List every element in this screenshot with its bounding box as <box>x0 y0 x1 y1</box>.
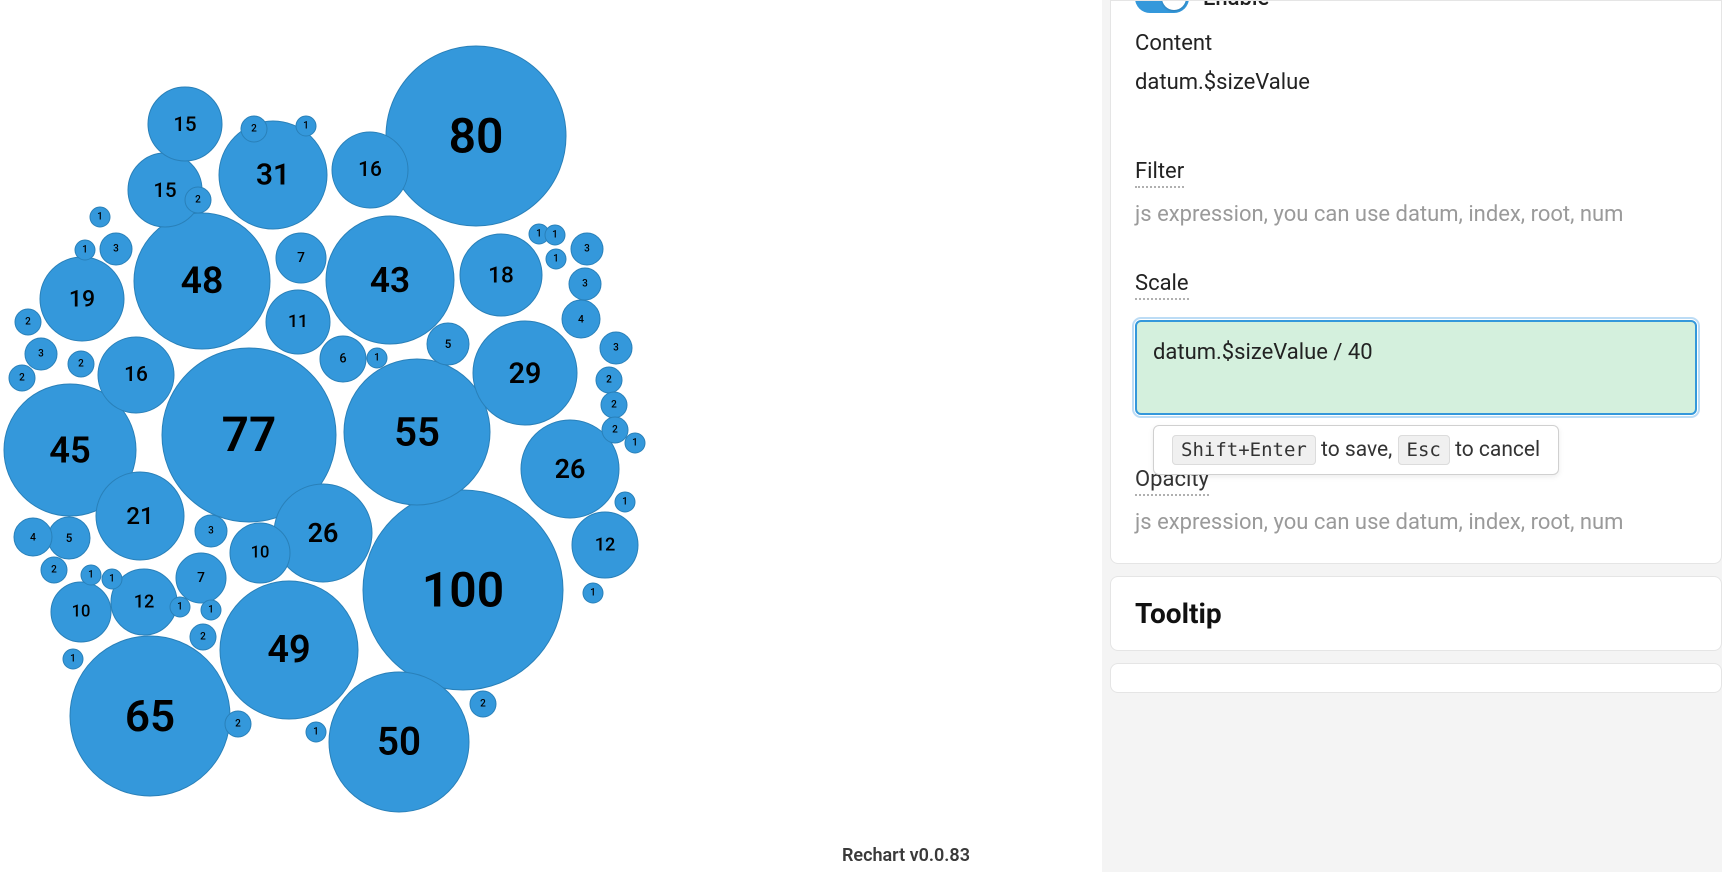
bubble-label: 1 <box>552 230 558 241</box>
shortcut-key-cancel: Esc <box>1398 435 1450 465</box>
bubble-label: 2 <box>25 317 31 328</box>
hint-text-save: to save, <box>1316 438 1398 462</box>
tooltip-section-title: Tooltip <box>1135 597 1697 630</box>
bubble-label: 1 <box>553 254 559 265</box>
bubble-label: 2 <box>480 699 486 710</box>
bubble-label: 1 <box>536 229 542 240</box>
bubble-label: 1 <box>622 497 628 508</box>
bubble-label: 2 <box>606 375 612 386</box>
bubble-label: 2 <box>195 195 201 206</box>
bubble-label: 49 <box>267 628 310 672</box>
editor-hint-tooltip: Shift+Enter to save, Esc to cancel <box>1153 425 1559 475</box>
bubble-label: 43 <box>370 259 410 301</box>
bubble-label: 12 <box>134 592 155 613</box>
bubble-label: 10 <box>72 603 91 622</box>
bubble-label: 15 <box>153 178 176 202</box>
bubble-label: 5 <box>66 531 73 545</box>
filter-field-input[interactable]: js expression, you can use datum, index,… <box>1135 202 1697 227</box>
bubble-label: 3 <box>613 343 619 354</box>
bubble-label: 65 <box>125 690 175 742</box>
bubble-label: 80 <box>449 108 504 165</box>
chart-canvas-area: 1008077655550494845433129262621191816161… <box>0 0 1100 872</box>
bubble-label: 3 <box>38 349 44 360</box>
bubble-label: 2 <box>51 565 57 576</box>
bubble-label: 1 <box>374 353 380 364</box>
filter-field-label: Filter <box>1135 159 1184 188</box>
bubble-label: 1 <box>208 605 214 616</box>
enable-toggle[interactable] <box>1135 0 1189 13</box>
hint-text-cancel: to cancel <box>1450 438 1540 462</box>
bubble-label: 45 <box>49 429 90 472</box>
bubble-label: 100 <box>422 562 504 619</box>
bubble-label: 50 <box>377 720 421 765</box>
bubble-label: 1 <box>70 654 76 665</box>
bubble-label: 2 <box>611 400 617 411</box>
label-config-card: Enable Content datum.$sizeValue Filter j… <box>1110 0 1722 564</box>
bubble-label: 2 <box>235 719 241 730</box>
bubble-label: 7 <box>197 570 205 586</box>
bubble-label: 2 <box>612 425 618 436</box>
bubble-label: 3 <box>208 526 214 537</box>
bubble-label: 2 <box>78 359 84 370</box>
bubble-label: 77 <box>222 407 277 463</box>
enable-toggle-label: Enable <box>1203 0 1269 11</box>
bubble-label: 4 <box>578 313 584 326</box>
bubble-label: 12 <box>595 535 616 556</box>
bubble-label: 1 <box>97 212 103 223</box>
bubble-label: 1 <box>632 438 638 449</box>
bubble-label: 16 <box>358 158 382 182</box>
bubble-label: 1 <box>177 602 183 613</box>
bubble-label: 11 <box>288 312 308 332</box>
content-field-value[interactable]: datum.$sizeValue <box>1135 70 1697 95</box>
next-config-card[interactable] <box>1110 663 1722 693</box>
bubble-label: 1 <box>313 727 319 738</box>
scale-field-label: Scale <box>1135 271 1189 300</box>
bubble-label: 1 <box>88 570 94 581</box>
bubble-label: 3 <box>584 244 590 255</box>
bubble-label: 21 <box>126 502 154 530</box>
bubble-label: 10 <box>251 544 270 563</box>
bubble-label: 4 <box>30 531 36 544</box>
bubble-label: 3 <box>113 244 119 255</box>
bubble-label: 26 <box>555 453 586 485</box>
bubble-label: 55 <box>394 409 440 456</box>
bubble-label: 16 <box>124 363 148 387</box>
shortcut-key-save: Shift+Enter <box>1172 435 1316 465</box>
bubble-label: 1 <box>590 588 596 599</box>
bubble-label: 48 <box>181 259 224 303</box>
bubble-label: 18 <box>488 262 514 289</box>
tooltip-config-card[interactable]: Tooltip <box>1110 576 1722 651</box>
bubble-label: 2 <box>251 124 257 135</box>
bubble-label: 6 <box>339 352 346 367</box>
bubble-label: 1 <box>82 245 88 256</box>
bubble-label: 3 <box>582 279 588 290</box>
opacity-field-input[interactable]: js expression, you can use datum, index,… <box>1135 510 1697 535</box>
bubble-label: 31 <box>256 158 290 193</box>
version-label: Rechart v0.0.83 <box>842 845 970 866</box>
bubble-label: 7 <box>297 250 305 266</box>
bubble-label: 1 <box>303 121 309 132</box>
content-field-label: Content <box>1135 31 1697 56</box>
bubble-label: 2 <box>19 373 25 384</box>
toggle-knob <box>1162 0 1186 10</box>
config-side-panel: Enable Content datum.$sizeValue Filter j… <box>1102 0 1722 872</box>
scale-editor-input[interactable]: datum.$sizeValue / 40 <box>1135 320 1697 415</box>
bubble-label: 5 <box>445 337 452 351</box>
bubble-label: 1 <box>109 574 115 585</box>
bubble-label: 15 <box>173 112 196 136</box>
bubble-label: 26 <box>308 517 339 549</box>
bubble-label: 19 <box>69 286 95 313</box>
bubble-label: 29 <box>509 356 542 390</box>
bubble-label: 2 <box>200 632 206 643</box>
bubble-chart-svg: 1008077655550494845433129262621191816161… <box>0 0 700 820</box>
